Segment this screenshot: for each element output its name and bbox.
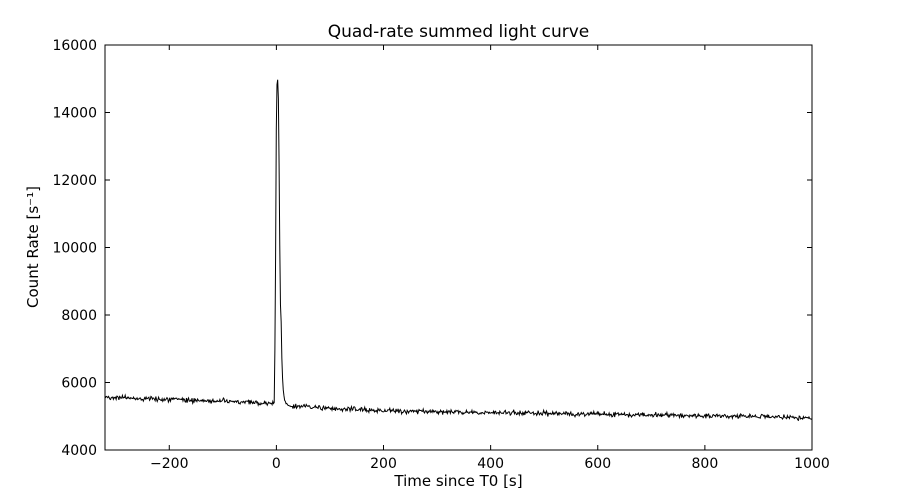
x-tick-label: −200 <box>150 456 188 472</box>
chart-title: Quad-rate summed light curve <box>327 22 590 42</box>
y-tick-label: 6000 <box>61 376 97 392</box>
y-tick-label: 8000 <box>61 308 97 324</box>
y-tick-label: 16000 <box>52 38 97 54</box>
x-tick-label: 1000 <box>794 456 830 472</box>
x-axis-ticks: −200 0 200 400 600 800 1000 <box>150 45 830 472</box>
axes-frame <box>104 44 813 451</box>
x-tick-label: 600 <box>584 456 611 472</box>
x-tick-label: 0 <box>272 456 281 472</box>
y-tick-label: 12000 <box>52 173 97 189</box>
x-tick-label: 400 <box>477 456 504 472</box>
y-tick-label: 14000 <box>52 106 97 122</box>
data-line <box>104 79 812 422</box>
y-axis-ticks: 4000 6000 8000 10000 12000 14000 16000 <box>52 38 812 459</box>
y-tick-label: 4000 <box>61 443 97 459</box>
x-tick-label: 200 <box>370 456 397 472</box>
x-axis-label: Time since T0 [s] <box>394 472 523 490</box>
x-tick-label: 800 <box>692 456 719 472</box>
y-tick-label: 10000 <box>52 241 97 257</box>
